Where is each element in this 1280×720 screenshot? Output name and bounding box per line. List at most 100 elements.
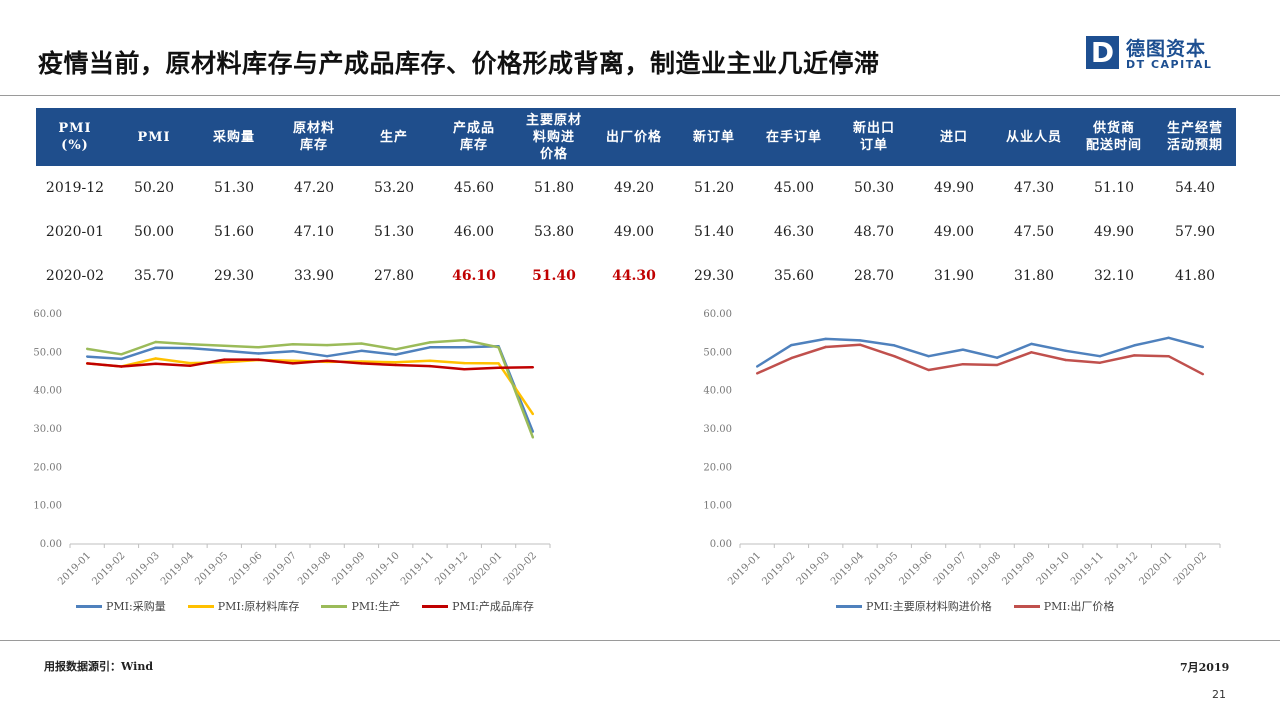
chart-pmi-inventory-svg: 0.00 10.00 20.00 30.00 40.00 50.00 60.00 2019-0… xyxy=(33,309,551,588)
table-header-cell: 供货商 配送时间 xyxy=(1074,108,1154,166)
data-point xyxy=(188,364,192,367)
table-cell: 2019-12 xyxy=(45,180,105,196)
table-cell: 44.30 xyxy=(612,268,656,284)
table-row: 2020-02 35.70 29.30 33.90 27.80 46.10 51.40 44.… xyxy=(36,254,1236,298)
legend-swatch xyxy=(836,604,862,608)
x-tick-label: 2019-10 xyxy=(1035,550,1072,587)
data-point xyxy=(463,346,466,349)
table-cell: 35.60 xyxy=(773,268,815,284)
legend-label: PMI:生产 xyxy=(351,600,401,613)
data-point xyxy=(995,356,999,359)
data-point xyxy=(1064,349,1067,352)
table-cell: 29.30 xyxy=(213,268,255,284)
x-tick-label: 2019-12 xyxy=(1103,550,1140,587)
y-tick-label: 50.00 xyxy=(33,347,62,358)
table-cell: 50.30 xyxy=(853,180,895,196)
data-point xyxy=(85,355,89,358)
x-tick-label: 2019-11 xyxy=(399,550,436,587)
data-point xyxy=(120,353,123,356)
company-logo: D 德图资本 DT CAPITAL xyxy=(1086,36,1221,76)
series-line xyxy=(756,336,1204,368)
table-header-cell: 新出口 订单 xyxy=(834,108,914,166)
data-point xyxy=(1133,344,1136,347)
data-point xyxy=(394,353,397,356)
chart-pmi-inventory: 0.00 10.00 20.00 30.00 40.00 50.00 60.00 2019-0… xyxy=(30,300,570,620)
data-point xyxy=(463,368,466,371)
table-cell: 35.70 xyxy=(133,268,175,284)
table-cell: 49.00 xyxy=(933,224,975,240)
table-cell: 49.20 xyxy=(613,180,655,196)
data-point xyxy=(961,363,965,366)
data-point xyxy=(188,346,192,350)
data-point xyxy=(824,337,827,341)
data-point xyxy=(325,359,329,362)
table-cell: 47.30 xyxy=(1013,180,1055,196)
table-header-cell: 新订单 xyxy=(674,108,754,166)
table-cell: 2020-02 xyxy=(45,268,105,284)
y-tick-label: 20.00 xyxy=(703,462,732,473)
data-point xyxy=(154,357,157,360)
data-point xyxy=(154,346,157,349)
series-line xyxy=(87,344,535,433)
footer-date: 7月2019 xyxy=(1180,661,1230,674)
table-cell: 50.20 xyxy=(133,180,175,196)
table-header-cell: 进口 xyxy=(914,108,994,166)
data-point xyxy=(154,362,157,366)
data-point xyxy=(995,363,999,367)
page-title: 疫情当前，原材料库存与产成品库存、价格形成背离，制造业主业几近停滞 xyxy=(38,49,880,78)
data-point xyxy=(325,343,329,347)
data-point xyxy=(120,357,123,361)
y-tick-label: 60.00 xyxy=(703,309,732,320)
table-header-cell: 主要原材 料购进 价格 xyxy=(514,108,594,166)
data-point xyxy=(291,362,295,365)
series-line xyxy=(86,357,534,415)
legend-swatch xyxy=(422,604,449,608)
data-point xyxy=(790,343,793,347)
legend-swatch xyxy=(321,604,348,608)
header-divider xyxy=(0,95,1280,96)
table-header-cell: 出厂价格 xyxy=(594,108,674,166)
data-point xyxy=(223,361,226,364)
chart-pmi-prices-legend: PMI:主要原材料购进价格 PMI:出厂价格 xyxy=(836,598,1114,614)
legend-item: PMI:出厂价格 xyxy=(1013,598,1115,614)
data-point xyxy=(927,368,930,372)
x-tick-label: 2019-01 xyxy=(726,550,763,587)
data-point xyxy=(223,344,226,348)
table-cell: 29.30 xyxy=(693,268,735,284)
data-point xyxy=(1030,351,1033,354)
chart-pmi-prices-svg: 0.00 10.00 20.00 30.00 40.00 50.00 60.00 2019-0… xyxy=(703,309,1221,588)
table-cell: 51.30 xyxy=(373,224,415,240)
data-point xyxy=(893,344,896,347)
x-tick-label: 2019-07 xyxy=(932,550,969,587)
data-point xyxy=(360,362,363,365)
data-point xyxy=(497,346,500,349)
table-cell: 46.30 xyxy=(773,224,815,240)
x-tick-label: 2019-10 xyxy=(365,550,402,587)
table-cell: 48.70 xyxy=(853,224,895,240)
x-tick-label: 2019-06 xyxy=(228,550,265,587)
table-row: 2020-01 50.00 51.60 47.10 51.30 46.00 53.80 49.… xyxy=(36,210,1236,254)
series-line xyxy=(86,338,535,438)
table-cell: 51.60 xyxy=(213,224,255,240)
y-tick-label: 40.00 xyxy=(33,386,62,397)
x-tick-label: 2019-02 xyxy=(760,550,797,587)
y-tick-label: 40.00 xyxy=(703,386,732,397)
data-point xyxy=(394,348,397,351)
table-cell: 27.80 xyxy=(373,268,415,284)
data-point xyxy=(531,412,535,416)
data-point xyxy=(85,347,89,351)
table-cell: 53.80 xyxy=(533,224,575,240)
table-cell: 46.00 xyxy=(453,224,495,240)
logo-english-name: DT CAPITAL xyxy=(1126,58,1213,71)
data-source-note: 用报数据源引：Wind xyxy=(44,660,154,673)
series-line xyxy=(86,358,533,371)
data-point xyxy=(291,349,295,353)
data-point xyxy=(755,372,759,375)
data-point xyxy=(257,352,260,355)
table-header-cell: 在手订单 xyxy=(754,108,834,166)
data-point xyxy=(1064,358,1067,362)
data-point xyxy=(1201,372,1205,376)
legend-label: PMI:出厂价格 xyxy=(1043,600,1115,613)
y-tick-label: 50.00 xyxy=(703,347,732,358)
data-point xyxy=(85,362,89,365)
